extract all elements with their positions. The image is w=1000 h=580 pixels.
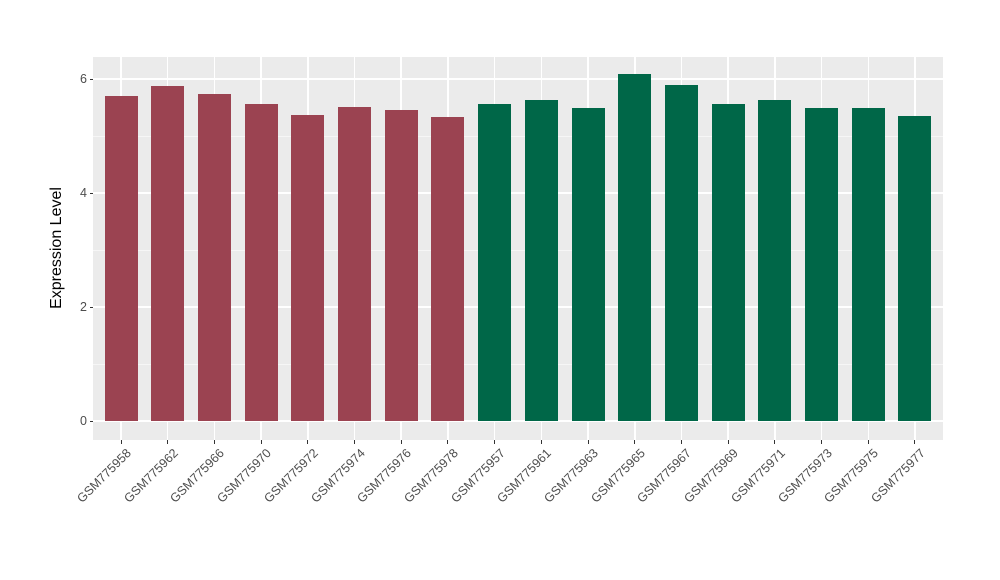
x-tick-mark — [680, 440, 682, 444]
y-axis-title: Expression Level — [48, 187, 65, 309]
bar-GSM775967 — [664, 85, 698, 421]
x-tick-mark — [447, 440, 449, 444]
bar-GSM775973 — [805, 108, 839, 421]
gridline-h-major — [93, 420, 943, 422]
x-tick-mark — [727, 440, 729, 444]
bar-GSM775963 — [571, 107, 605, 421]
x-tick-mark — [307, 440, 309, 444]
y-tick-label: 4 — [80, 185, 87, 200]
x-tick-mark — [774, 440, 776, 444]
bar-GSM775957 — [478, 104, 512, 421]
bar-GSM775970 — [244, 103, 278, 421]
x-tick-mark — [914, 440, 916, 444]
bar-GSM775978 — [431, 117, 465, 421]
bar-GSM775966 — [197, 93, 231, 421]
bar-GSM775958 — [104, 96, 138, 421]
gridline-h-major — [93, 306, 943, 308]
gridline-h-minor — [93, 135, 943, 137]
x-tick-mark — [540, 440, 542, 444]
x-tick-mark — [167, 440, 169, 444]
bar-GSM775972 — [291, 114, 325, 421]
y-tick-mark — [89, 192, 93, 194]
y-tick-label: 0 — [80, 413, 87, 428]
x-tick-mark — [587, 440, 589, 444]
gridline-h-major — [93, 78, 943, 80]
plot-panel — [93, 57, 943, 440]
y-tick-label: 2 — [80, 299, 87, 314]
x-tick-mark — [634, 440, 636, 444]
x-tick-mark — [260, 440, 262, 444]
bar-GSM775974 — [338, 106, 372, 421]
y-tick-mark — [89, 420, 93, 422]
bar-GSM775976 — [384, 109, 418, 421]
x-tick-mark — [821, 440, 823, 444]
x-tick-mark — [494, 440, 496, 444]
x-tick-mark — [867, 440, 869, 444]
x-tick-mark — [400, 440, 402, 444]
bar-GSM775971 — [758, 100, 792, 421]
gridline-h-minor — [93, 363, 943, 365]
y-tick-mark — [89, 306, 93, 308]
bar-GSM775975 — [851, 107, 885, 421]
x-tick-mark — [120, 440, 122, 444]
bar-GSM775962 — [151, 85, 185, 421]
gridline-h-minor — [93, 249, 943, 251]
bar-GSM775977 — [898, 116, 932, 421]
x-tick-mark — [354, 440, 356, 444]
gridline-h-major — [93, 192, 943, 194]
y-tick-mark — [89, 78, 93, 80]
x-tick-mark — [213, 440, 215, 444]
bar-GSM775965 — [618, 73, 652, 421]
bar-GSM775961 — [524, 99, 558, 421]
bar-GSM775969 — [711, 103, 745, 421]
y-tick-label: 6 — [80, 71, 87, 86]
